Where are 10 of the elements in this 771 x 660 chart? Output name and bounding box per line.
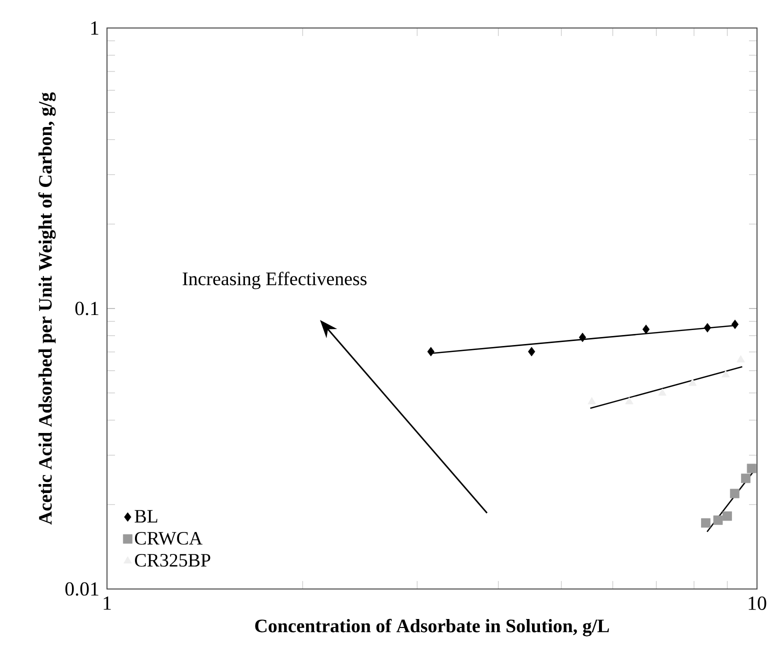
y-tick-label: 0.01	[65, 582, 98, 596]
legend-label: BL	[134, 510, 158, 523]
y-tick-label: 1	[91, 21, 98, 35]
y-tick-label: 0.1	[75, 302, 98, 316]
annotation: Increasing Effectiveness	[182, 272, 367, 290]
y-axis-title: Acetic Acid Adsorbed per Unit Weight of Carbon, g/g	[38, 92, 56, 525]
x-tick-label: 10	[748, 596, 766, 610]
legend-label: CRWCA	[134, 532, 202, 545]
legend-label: CR325BP	[134, 554, 210, 567]
x-axis-title: Concentration of Adsorbate in Solution, g/L	[255, 618, 609, 636]
